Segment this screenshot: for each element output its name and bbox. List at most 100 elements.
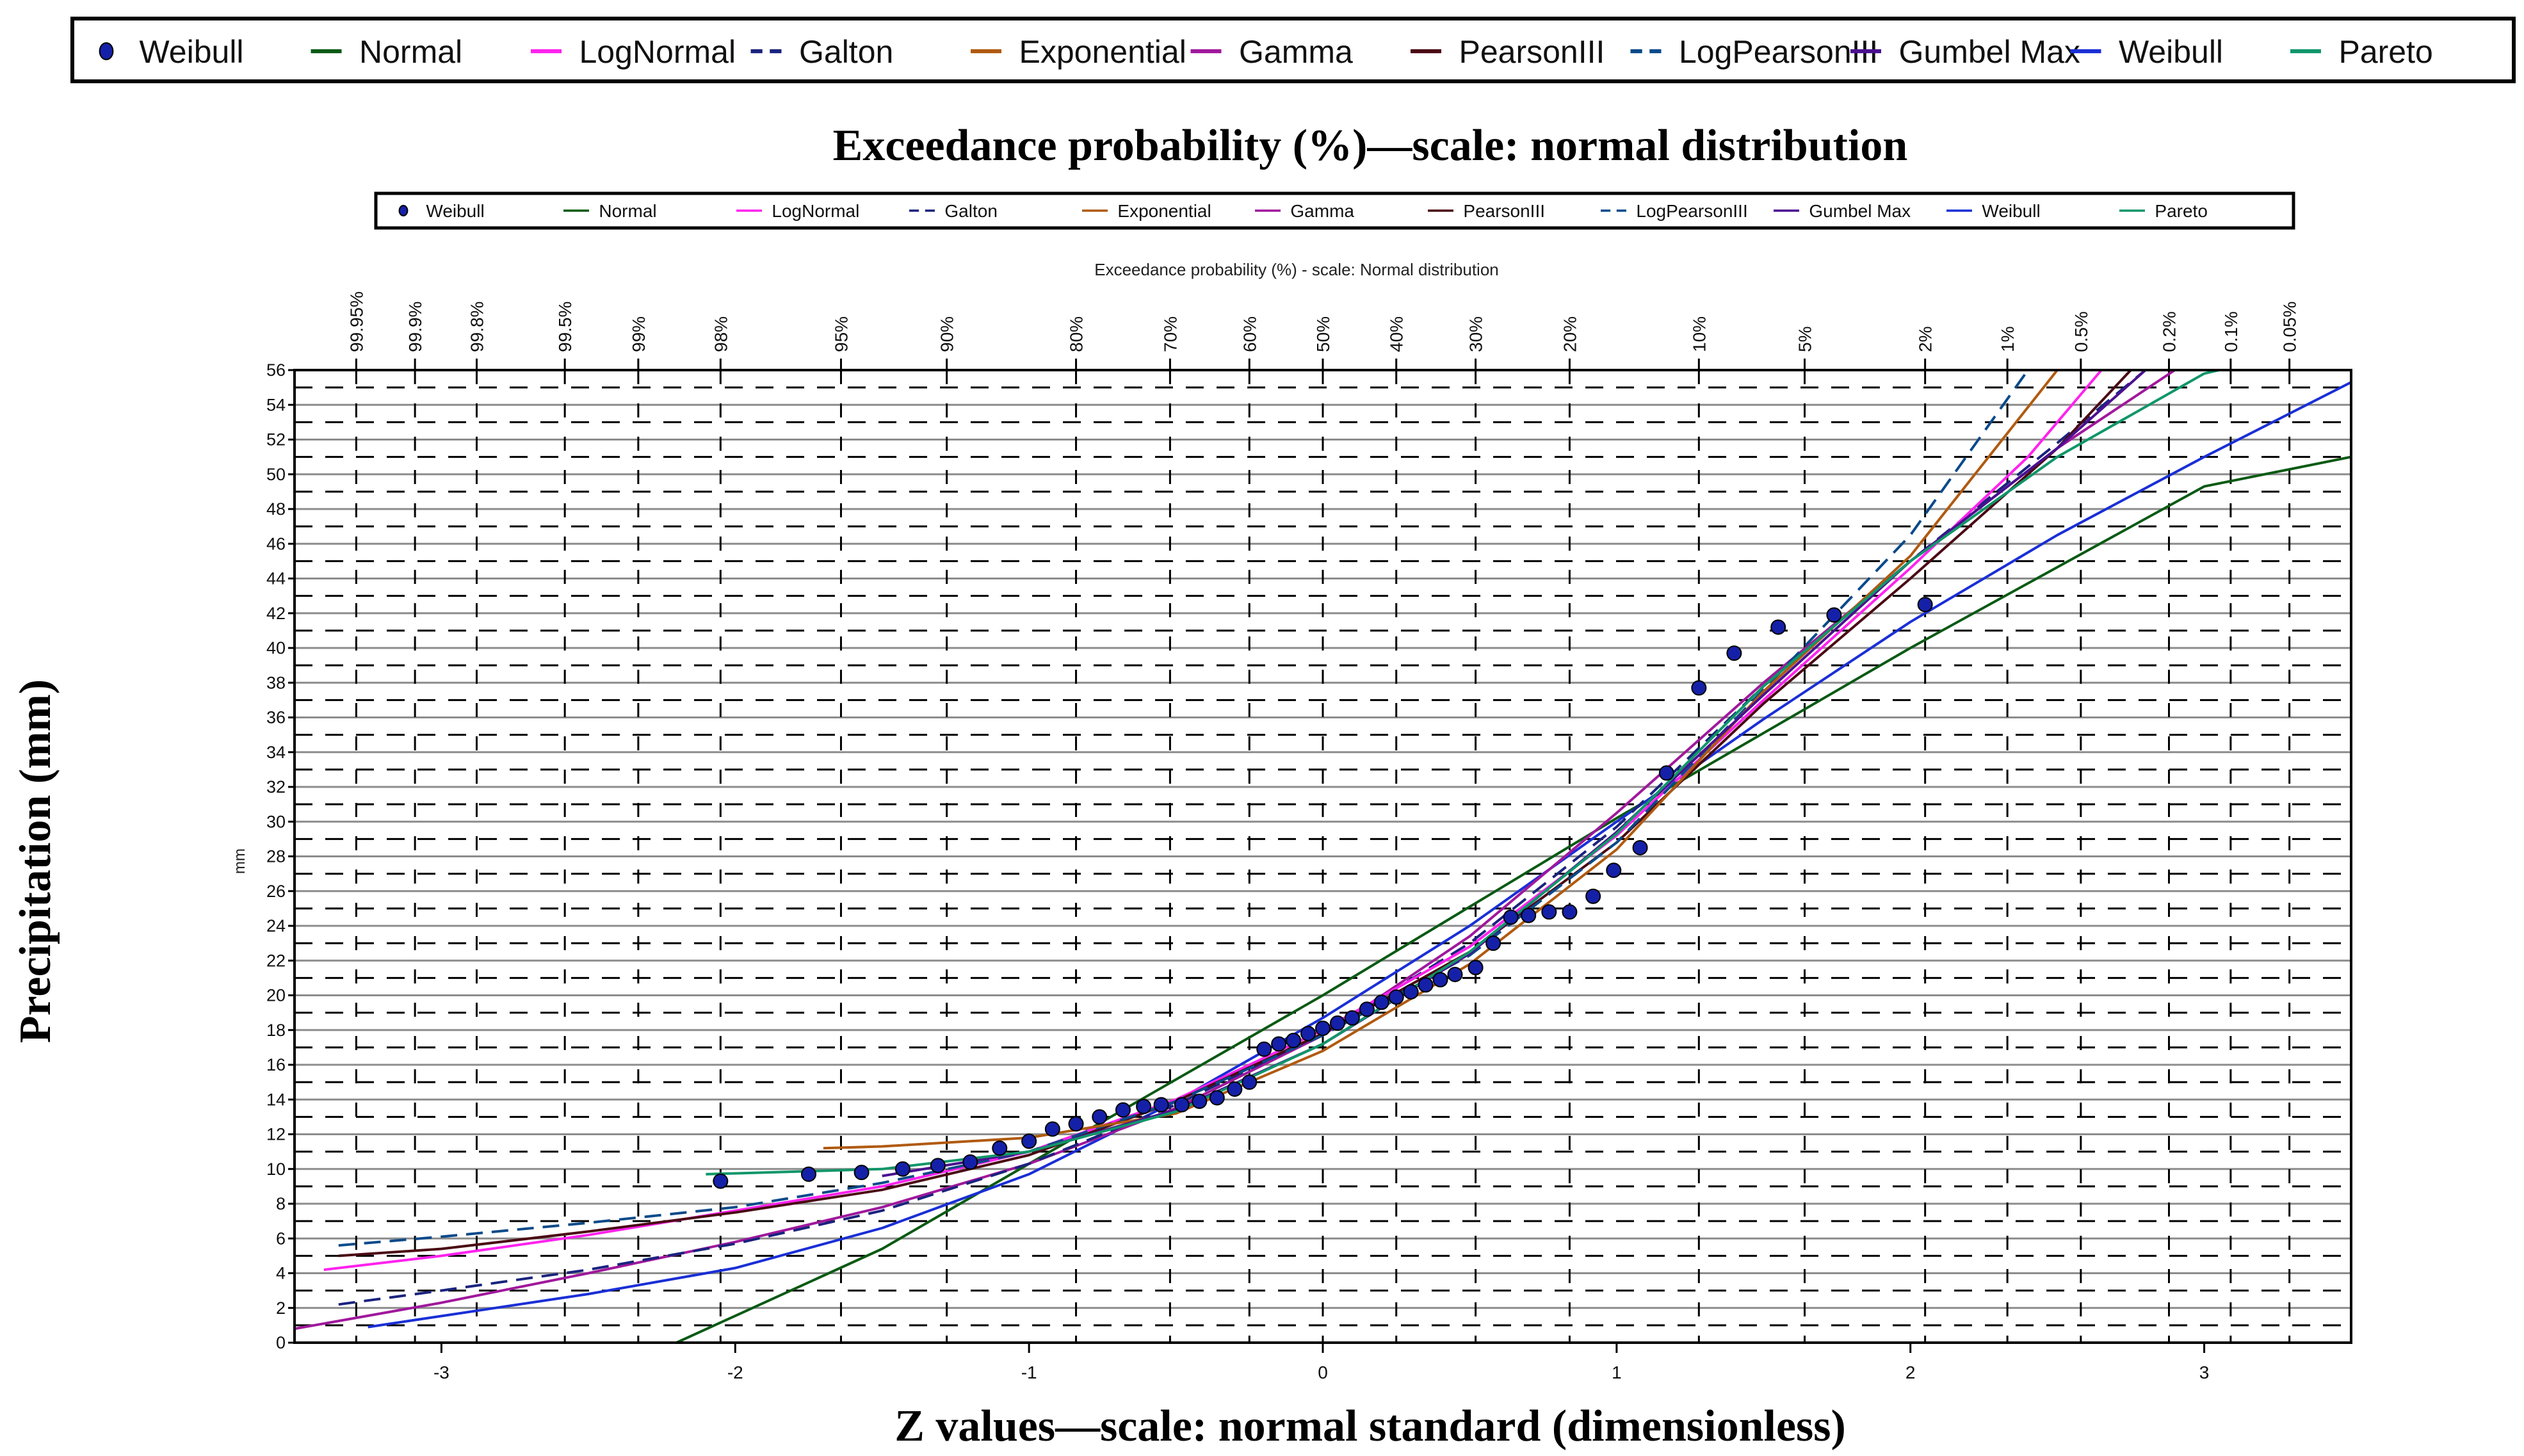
- observed-point: [1256, 1041, 1272, 1057]
- series-line-galton: [338, 370, 2147, 1306]
- observed-point: [1153, 1097, 1169, 1113]
- prob-tick-label: 1%: [1998, 327, 2018, 352]
- legend-item: LogNormal: [531, 34, 736, 70]
- main-title: Exceedance probability (%)—scale: normal…: [833, 121, 1908, 170]
- y-tick-label: 24: [266, 916, 286, 935]
- prob-tick-label: 30%: [1466, 316, 1486, 352]
- prob-tick-label: 80%: [1067, 316, 1087, 352]
- series-line-weibull: [368, 381, 2351, 1329]
- legend-item: LogNormal: [736, 201, 859, 221]
- x-tick-label: -1: [1021, 1363, 1037, 1382]
- y-tick-label: 34: [266, 743, 286, 762]
- legend-label: Gumbel Max: [1899, 34, 2080, 70]
- observed-point: [1115, 1102, 1131, 1118]
- observed-point: [962, 1154, 978, 1170]
- legend-label: PearsonIII: [1463, 201, 1545, 221]
- observed-point: [1658, 765, 1674, 781]
- fitted-distribution-lines: [295, 370, 2351, 1343]
- prob-tick-label: 5%: [1795, 327, 1815, 352]
- prob-tick-label: 70%: [1160, 316, 1180, 352]
- y-axis: 0246810121416182022242628303234363840424…: [266, 360, 295, 1352]
- legend-item: Galton: [750, 34, 893, 70]
- legend-label: LogPearsonIII: [1679, 34, 1878, 70]
- y-tick-label: 6: [276, 1229, 286, 1248]
- legend-item: LogPearsonIII: [1601, 201, 1748, 221]
- observed-point: [1632, 839, 1648, 855]
- observed-point: [1503, 909, 1519, 925]
- series-line-pareto: [706, 370, 2219, 1176]
- legend-item: LogPearsonIII: [1630, 34, 1878, 70]
- observed-point: [1242, 1074, 1258, 1090]
- legend-label: Pareto: [2339, 34, 2433, 70]
- y-tick-label: 14: [266, 1090, 286, 1109]
- y-tick-label: 28: [266, 847, 286, 866]
- prob-tick-label: 90%: [937, 316, 957, 352]
- observed-point: [1606, 862, 1622, 878]
- y-tick-label: 42: [266, 604, 286, 623]
- observed-point: [1388, 989, 1404, 1005]
- series-line-normal: [675, 455, 2351, 1343]
- observed-point: [1300, 1026, 1316, 1042]
- observed-point: [1359, 1001, 1375, 1017]
- probability-axis: 99.95% 99.9% 99.8% 99.5% 99% 98% 95% 90% 80% 70% 6…: [346, 291, 2300, 370]
- prob-tick-label: 99.8%: [467, 302, 487, 352]
- prob-tick-label: 95%: [831, 316, 851, 352]
- legend-item: PearsonIII: [1428, 201, 1545, 221]
- y-tick-label: 2: [276, 1298, 286, 1318]
- prob-tick-label: 10%: [1689, 316, 1709, 352]
- observed-point: [1562, 904, 1578, 920]
- inner-legend: Weibull Normal LogNormal Galton Exponential G…: [374, 191, 2295, 230]
- legend-label: PearsonIII: [1459, 34, 1605, 70]
- prob-tick-label: 99.95%: [346, 291, 366, 352]
- legend-item: Pareto: [2119, 201, 2208, 221]
- legend-marker: [398, 205, 409, 216]
- legend-label: Exponential: [1019, 34, 1186, 70]
- legend-item: Exponential: [971, 34, 1186, 70]
- observed-point: [1770, 619, 1786, 635]
- legend-label: LogPearsonIII: [1636, 201, 1747, 221]
- legend-marker: [99, 42, 114, 60]
- y-tick-label: 10: [266, 1160, 286, 1179]
- x-tick-label: -3: [433, 1363, 449, 1382]
- observed-point: [1044, 1121, 1060, 1137]
- x-tick-label: 2: [1905, 1363, 1916, 1382]
- legend-label: Pareto: [2155, 201, 2208, 221]
- prob-tick-label: 0.1%: [2221, 311, 2241, 352]
- y-axis-title: Precipitation (mm): [11, 679, 60, 1043]
- legend-item: Gamma: [1255, 201, 1354, 221]
- observed-point: [1092, 1109, 1108, 1125]
- y-tick-label: 52: [266, 430, 286, 449]
- observed-point: [1373, 994, 1389, 1010]
- legend-label: Weibull: [140, 34, 244, 70]
- observed-points: [713, 597, 1933, 1189]
- observed-point: [1403, 984, 1419, 1000]
- y-tick-label: 4: [276, 1264, 286, 1283]
- observed-point: [1192, 1093, 1208, 1109]
- grid: [295, 369, 2351, 1344]
- y-unit-label: mm: [231, 848, 248, 874]
- observed-point: [1447, 966, 1463, 982]
- y-tick-label: 40: [266, 638, 286, 658]
- prob-tick-label: 0.05%: [2280, 302, 2300, 352]
- prob-tick-label: 0.5%: [2071, 311, 2091, 352]
- legend-label: Gamma: [1239, 34, 1353, 70]
- observed-point: [1726, 645, 1742, 661]
- observed-point: [1315, 1021, 1331, 1037]
- x-tick-label: 1: [1612, 1363, 1622, 1382]
- observed-point: [992, 1140, 1008, 1156]
- observed-point: [1826, 607, 1842, 623]
- series-line-logpearsoniii: [338, 370, 2029, 1247]
- observed-point: [1271, 1036, 1287, 1052]
- y-tick-label: 36: [266, 708, 286, 727]
- observed-point: [1468, 960, 1484, 976]
- y-tick-label: 32: [266, 777, 286, 797]
- legend-item: Pareto: [2290, 34, 2433, 70]
- observed-point: [1021, 1133, 1037, 1149]
- y-tick-label: 18: [266, 1021, 286, 1040]
- y-tick-label: 26: [266, 882, 286, 901]
- legend-label: Exponential: [1117, 201, 1211, 221]
- legend-item: Gumbel Max: [1850, 34, 2080, 70]
- series-line-gamma: [295, 370, 2176, 1331]
- legend-label: Normal: [359, 34, 462, 70]
